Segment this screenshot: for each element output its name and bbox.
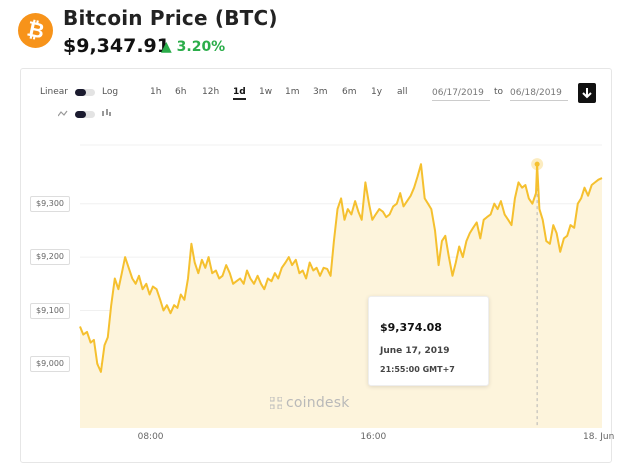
range-button-1y[interactable]: 1y [371, 87, 383, 97]
price-change: ▲ 3.20% [161, 39, 226, 55]
y-tick-label: $9,100 [30, 302, 70, 319]
current-price: $9,347.91 [63, 35, 170, 57]
bitcoin-logo-icon: ₿ [18, 13, 53, 48]
scale-toggle[interactable] [75, 89, 95, 96]
coindesk-logo-icon [270, 397, 282, 409]
highlight-point [534, 161, 540, 167]
line-chart-icon[interactable] [58, 110, 68, 118]
candlestick-icon[interactable] [101, 108, 111, 118]
range-button-6m[interactable]: 6m [342, 87, 357, 97]
date-to-field[interactable]: 06/18/2019 [510, 86, 568, 101]
linear-label: Linear [40, 87, 68, 97]
date-from-field[interactable]: 06/17/2019 [432, 86, 490, 101]
date-to-label: to [494, 87, 504, 97]
download-button[interactable] [578, 83, 596, 103]
page-title: Bitcoin Price (BTC) [63, 6, 278, 30]
range-button-1d[interactable]: 1d [233, 87, 246, 100]
tooltip-time: 21:55:00 GMT+7 [380, 365, 455, 374]
x-tick-label: 16:00 [360, 432, 387, 442]
range-button-12h[interactable]: 12h [202, 87, 220, 97]
y-tick-label: $9,300 [30, 195, 70, 212]
download-icon [582, 88, 592, 99]
range-button-1h[interactable]: 1h [150, 87, 162, 97]
y-tick-label: $9,000 [30, 355, 70, 372]
chart-type-toggle[interactable] [75, 111, 95, 118]
watermark: coindesk [286, 395, 350, 411]
tooltip-date: June 17, 2019 [380, 346, 450, 356]
header: ₿ Bitcoin Price (BTC) $9,347.91 ▲ 3.20% [0, 0, 620, 64]
y-tick-label: $9,200 [30, 249, 70, 266]
range-button-6h[interactable]: 6h [175, 87, 187, 97]
range-button-1w[interactable]: 1w [259, 87, 273, 97]
range-button-all[interactable]: all [397, 87, 408, 97]
range-button-1m[interactable]: 1m [285, 87, 300, 97]
tooltip-price: $9,374.08 [380, 321, 442, 334]
x-tick-label: 08:00 [137, 432, 164, 442]
range-button-3m[interactable]: 3m [313, 87, 328, 97]
price-line [79, 163, 603, 373]
x-tick-label: 18. Jun [583, 432, 615, 442]
log-label: Log [102, 87, 119, 97]
price-tooltip: $9,374.08 June 17, 2019 21:55:00 GMT+7 [368, 296, 489, 386]
